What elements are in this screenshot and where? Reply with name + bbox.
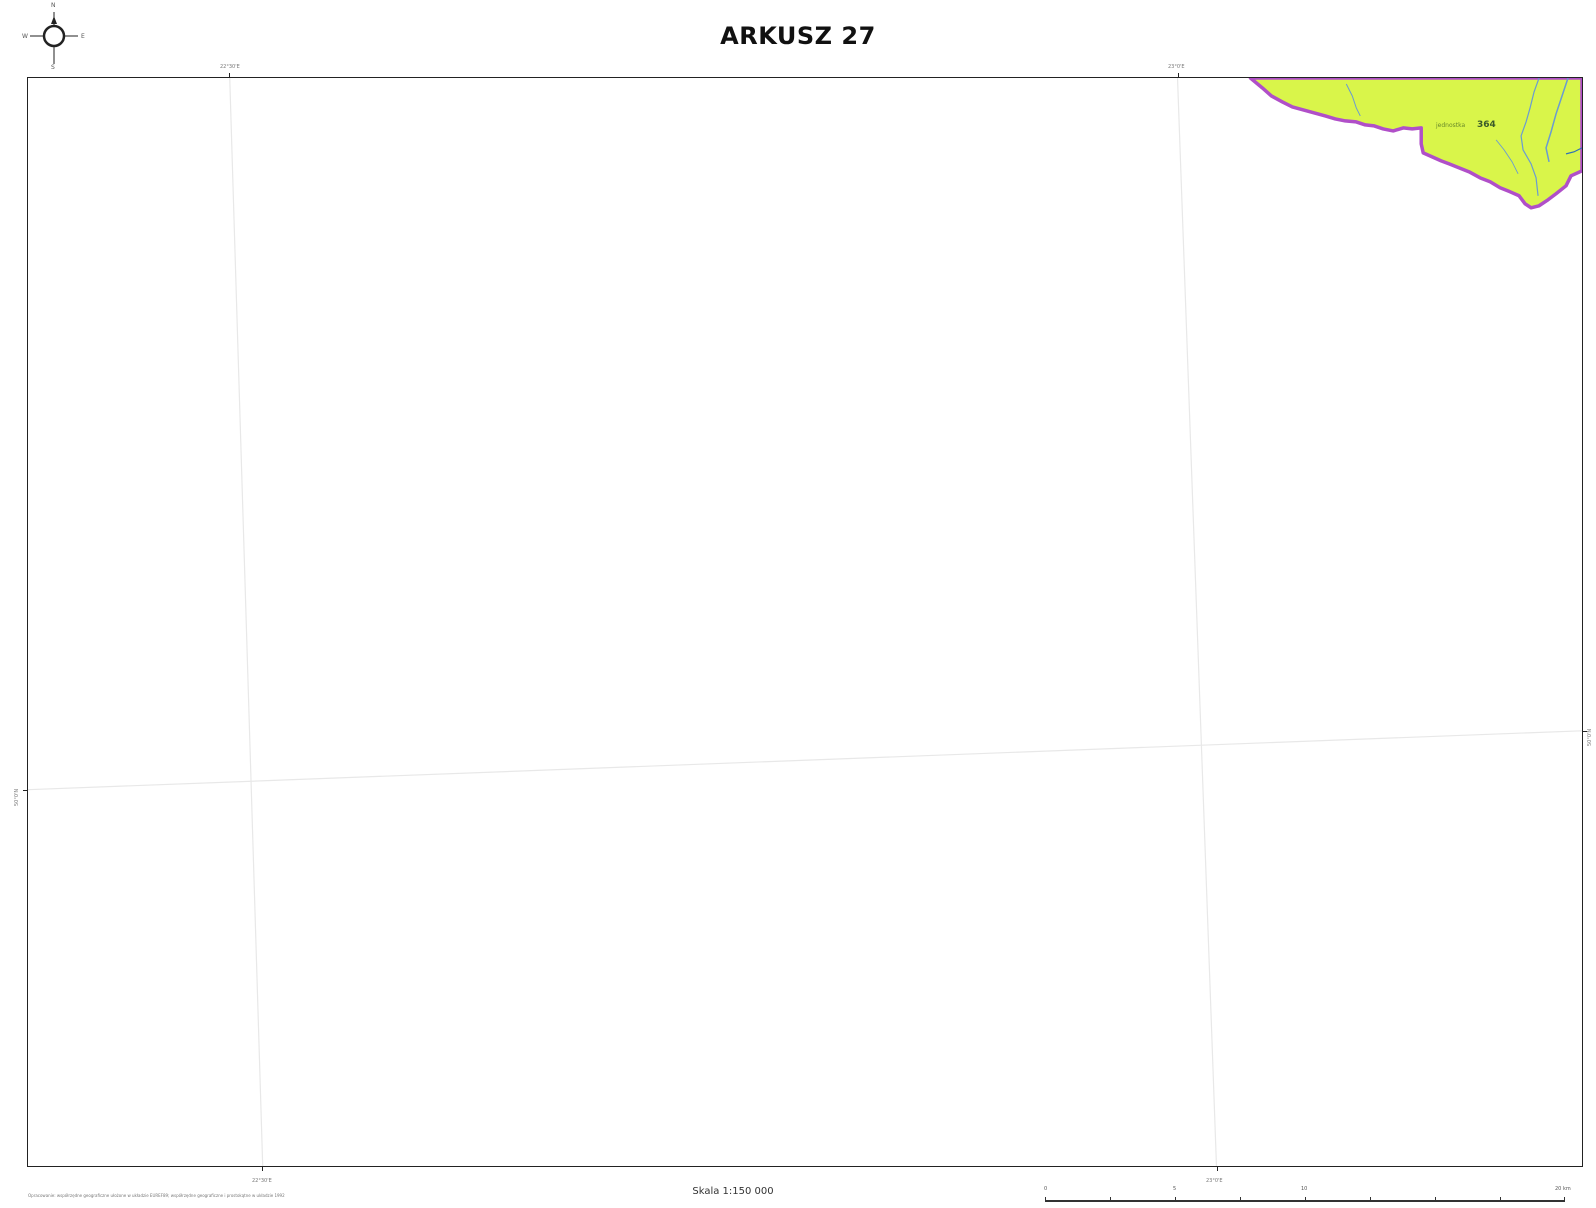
tick-bottom-1: [262, 1167, 263, 1171]
map-title: ARKUSZ 27: [720, 22, 876, 50]
compass-w: W: [22, 33, 28, 40]
graticule-line: [1176, 78, 1218, 1166]
tick-left-1: [23, 790, 27, 791]
scale-text: Skala 1:150 000: [692, 1186, 774, 1197]
coord-bottom-1: 22°30'E: [252, 1178, 272, 1184]
graticule-line: [28, 730, 1582, 791]
coord-right-1: 50°0'N: [1587, 728, 1593, 746]
map-canvas: [28, 78, 1582, 1166]
coord-left-1: 50°0'N: [14, 788, 20, 806]
river-line: [1345, 83, 1361, 117]
north-arrow-icon: N E S W: [22, 2, 88, 71]
tick-top-1: [229, 73, 230, 77]
scalebar-tick: [1240, 1197, 1241, 1202]
scalebar-tick: [1564, 1197, 1565, 1202]
tick-top-2: [1178, 73, 1179, 77]
area-label-number: 364: [1477, 120, 1496, 130]
area-label-prefix: jednostka: [1436, 122, 1466, 129]
footer-note: Opracowanie: współrzędne geograficzne uł…: [28, 1193, 285, 1198]
scalebar-tick: [1435, 1197, 1436, 1202]
scalebar-tick: [1110, 1197, 1111, 1202]
scalebar-tick: [1175, 1197, 1176, 1202]
scalebar-label-0: 0: [1044, 1186, 1048, 1192]
scalebar-tick: [1045, 1197, 1046, 1202]
tick-right-1: [1583, 731, 1587, 732]
compass-e: E: [81, 33, 85, 40]
scalebar-label-20: 20 km: [1555, 1186, 1571, 1192]
river-line: [1520, 78, 1540, 196]
scalebar-label-5: 5: [1173, 1186, 1177, 1192]
graticule-line: [229, 78, 264, 1166]
coord-top-2: 23°0'E: [1168, 64, 1185, 70]
coord-bottom-2: 23°0'E: [1206, 1178, 1223, 1184]
scalebar-tick: [1305, 1197, 1306, 1202]
map-area-polygon: [1248, 78, 1582, 210]
scalebar-label-10: 10: [1301, 1186, 1308, 1192]
scalebar-tick: [1500, 1197, 1501, 1202]
tick-bottom-2: [1217, 1167, 1218, 1171]
river-line: [1545, 78, 1569, 163]
scalebar-tick: [1370, 1197, 1371, 1202]
coord-top-1: 22°30'E: [220, 64, 240, 70]
map-frame[interactable]: jednostka 364: [27, 77, 1583, 1167]
scalebar: 0 5 10 20 km: [1044, 1186, 1571, 1204]
compass-s: S: [51, 64, 55, 71]
river-line: [1495, 139, 1519, 175]
river-line: [1565, 147, 1582, 155]
compass-n: N: [51, 2, 56, 9]
